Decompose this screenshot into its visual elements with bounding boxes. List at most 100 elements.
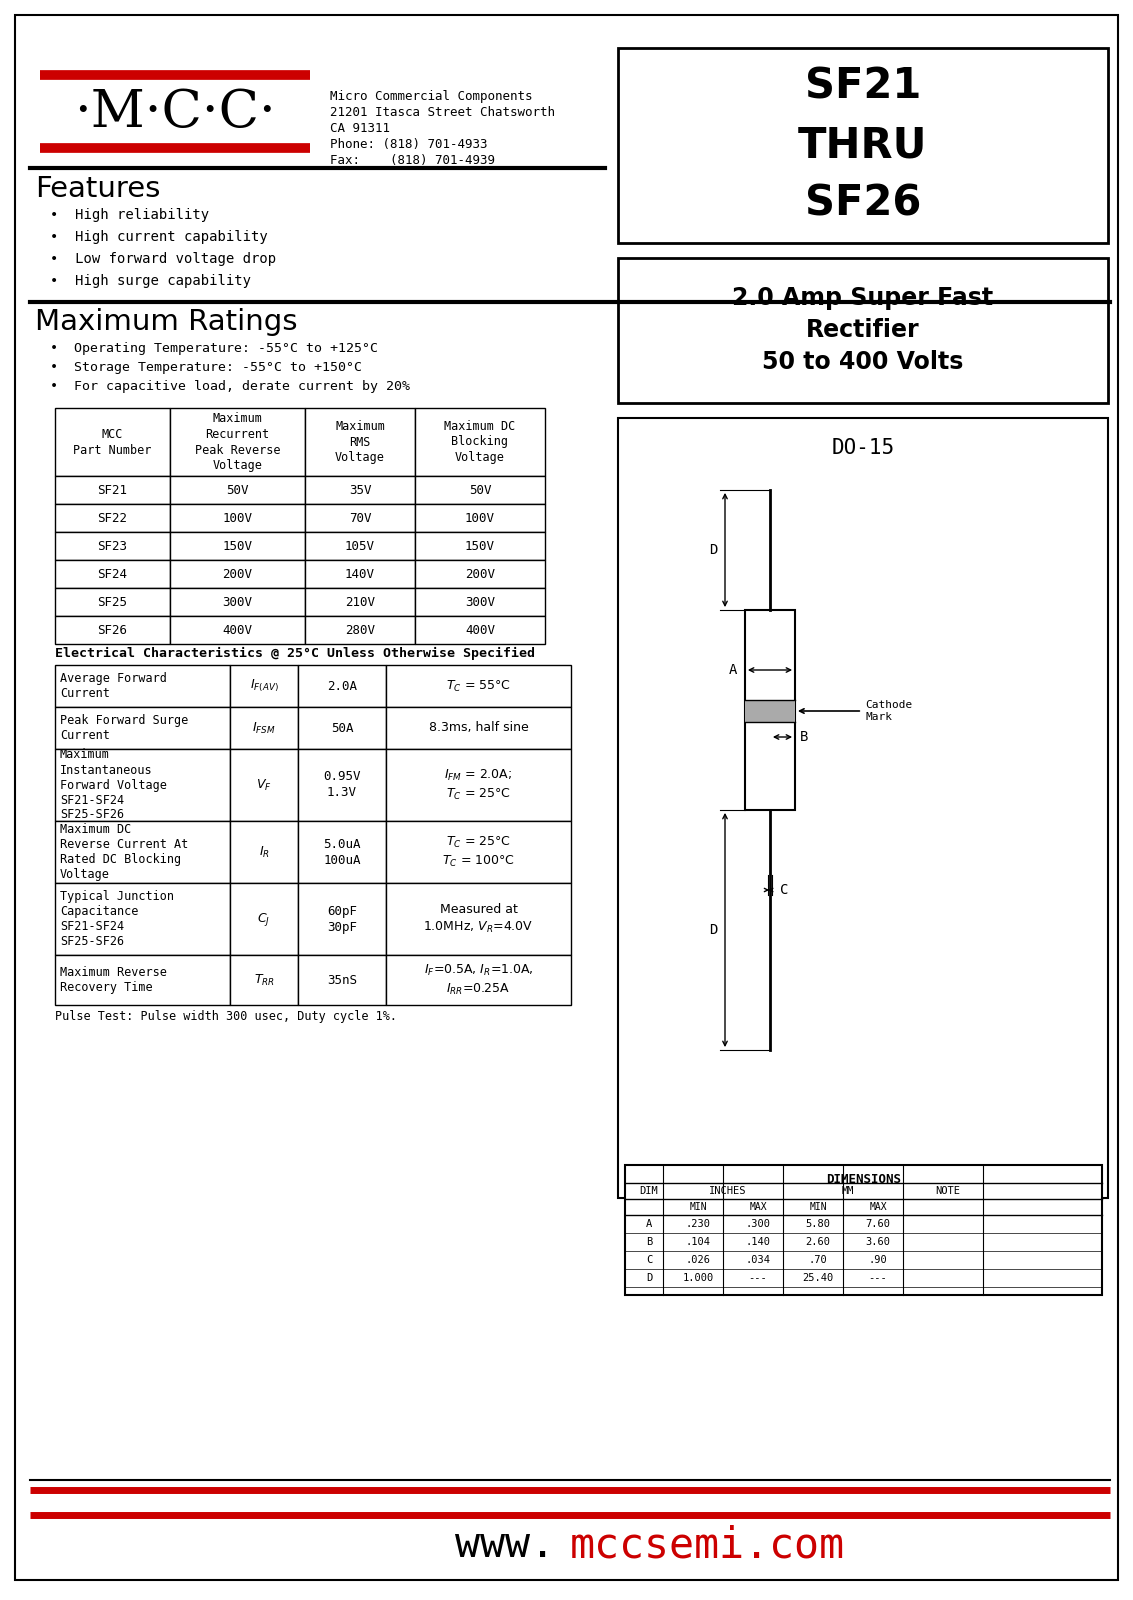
Bar — [230, 883, 298, 955]
Text: C: C — [780, 883, 789, 898]
Bar — [305, 616, 415, 643]
Text: ---: --- — [869, 1274, 887, 1283]
Bar — [56, 707, 230, 749]
Text: A: A — [646, 1219, 653, 1229]
Bar — [170, 408, 305, 477]
Bar — [386, 707, 571, 749]
Bar — [415, 408, 545, 477]
Text: •  For capacitive load, derate current by 20%: • For capacitive load, derate current by… — [50, 379, 410, 394]
Text: $T_C$ = 55$\degree$C: $T_C$ = 55$\degree$C — [446, 678, 511, 693]
Text: 400V: 400V — [465, 624, 495, 637]
Text: 1.000: 1.000 — [682, 1274, 714, 1283]
Text: DO-15: DO-15 — [832, 438, 895, 458]
Bar — [56, 477, 170, 504]
Text: 200V: 200V — [222, 568, 253, 581]
Bar — [56, 883, 230, 955]
Text: 5.80: 5.80 — [806, 1219, 830, 1229]
Text: .300: .300 — [746, 1219, 770, 1229]
Text: SF21
THRU
SF26: SF21 THRU SF26 — [799, 66, 928, 224]
Text: 200V: 200V — [465, 568, 495, 581]
Text: CA 91311: CA 91311 — [330, 122, 390, 134]
Bar — [305, 560, 415, 587]
Bar — [386, 883, 571, 955]
Text: $I_R$: $I_R$ — [258, 845, 270, 859]
Bar — [386, 749, 571, 821]
Bar — [415, 531, 545, 560]
Text: www.: www. — [455, 1523, 555, 1566]
Text: •  Storage Temperature: -55°C to +150°C: • Storage Temperature: -55°C to +150°C — [50, 362, 363, 374]
Text: MIN: MIN — [809, 1202, 827, 1213]
Text: 210V: 210V — [346, 595, 375, 608]
Text: $V_F$: $V_F$ — [256, 778, 272, 792]
Bar — [170, 531, 305, 560]
Bar — [170, 477, 305, 504]
Bar — [56, 560, 170, 587]
Text: 3.60: 3.60 — [866, 1237, 891, 1246]
Text: D: D — [646, 1274, 653, 1283]
Text: ---: --- — [749, 1274, 767, 1283]
Text: 50V: 50V — [469, 483, 492, 496]
Text: 150V: 150V — [465, 539, 495, 552]
Bar — [617, 418, 1108, 1198]
Text: 50A: 50A — [331, 722, 353, 734]
Text: 50V: 50V — [227, 483, 249, 496]
Text: $T_{RR}$: $T_{RR}$ — [254, 973, 274, 987]
Text: 105V: 105V — [346, 539, 375, 552]
Text: MCC
Part Number: MCC Part Number — [74, 427, 152, 456]
Text: 25.40: 25.40 — [802, 1274, 834, 1283]
Bar — [415, 587, 545, 616]
Text: 2.60: 2.60 — [806, 1237, 830, 1246]
Text: Maximum Reverse
Recovery Time: Maximum Reverse Recovery Time — [60, 966, 167, 994]
Text: SF24: SF24 — [97, 568, 128, 581]
Text: SF23: SF23 — [97, 539, 128, 552]
Text: 2.0A: 2.0A — [327, 680, 357, 693]
Text: 0.95V
1.3V: 0.95V 1.3V — [323, 771, 360, 800]
Bar — [230, 666, 298, 707]
Text: Cathode
Mark: Cathode Mark — [800, 701, 912, 722]
Bar — [298, 749, 386, 821]
Text: Micro Commercial Components: Micro Commercial Components — [330, 90, 533, 102]
Text: $C_J$: $C_J$ — [257, 910, 271, 928]
Bar — [617, 258, 1108, 403]
Text: 2.0 Amp Super Fast
Rectifier
50 to 400 Volts: 2.0 Amp Super Fast Rectifier 50 to 400 V… — [732, 286, 994, 373]
Text: 21201 Itasca Street Chatsworth: 21201 Itasca Street Chatsworth — [330, 106, 555, 118]
Text: .230: .230 — [685, 1219, 710, 1229]
Text: .140: .140 — [746, 1237, 770, 1246]
Text: •  High current capability: • High current capability — [50, 230, 267, 243]
Bar — [305, 587, 415, 616]
Bar — [56, 504, 170, 531]
Bar — [170, 560, 305, 587]
Text: •  Low forward voltage drop: • Low forward voltage drop — [50, 251, 276, 266]
Text: 100V: 100V — [222, 512, 253, 525]
Text: .104: .104 — [685, 1237, 710, 1246]
Text: C: C — [646, 1254, 653, 1266]
Text: D: D — [708, 542, 717, 557]
Text: Typical Junction
Capacitance
SF21-SF24
SF25-SF26: Typical Junction Capacitance SF21-SF24 S… — [60, 890, 174, 947]
Text: $T_C$ = 25$\degree$C
$T_C$ = 100$\degree$C: $T_C$ = 25$\degree$C $T_C$ = 100$\degree… — [442, 835, 514, 869]
Bar — [56, 408, 170, 477]
Bar — [415, 477, 545, 504]
Text: 35nS: 35nS — [327, 973, 357, 987]
Text: .034: .034 — [746, 1254, 770, 1266]
Text: B: B — [646, 1237, 653, 1246]
Bar — [170, 587, 305, 616]
Text: B: B — [800, 730, 808, 744]
Text: Maximum
Recurrent
Peak Reverse
Voltage: Maximum Recurrent Peak Reverse Voltage — [195, 411, 280, 472]
Bar — [170, 616, 305, 643]
Text: Measured at
1.0MHz, $V_R$=4.0V: Measured at 1.0MHz, $V_R$=4.0V — [424, 904, 534, 934]
Text: A: A — [729, 662, 736, 677]
Bar — [298, 821, 386, 883]
Bar — [56, 531, 170, 560]
Text: 400V: 400V — [222, 624, 253, 637]
Text: 70V: 70V — [349, 512, 372, 525]
Text: .026: .026 — [685, 1254, 710, 1266]
Text: •  High reliability: • High reliability — [50, 208, 210, 222]
Bar — [56, 616, 170, 643]
Bar — [415, 504, 545, 531]
Text: Maximum DC
Reverse Current At
Rated DC Blocking
Voltage: Maximum DC Reverse Current At Rated DC B… — [60, 822, 188, 882]
Text: 5.0uA
100uA: 5.0uA 100uA — [323, 837, 360, 867]
Bar — [230, 955, 298, 1005]
Text: MAX: MAX — [869, 1202, 887, 1213]
Text: SF22: SF22 — [97, 512, 128, 525]
Text: SF21: SF21 — [97, 483, 128, 496]
